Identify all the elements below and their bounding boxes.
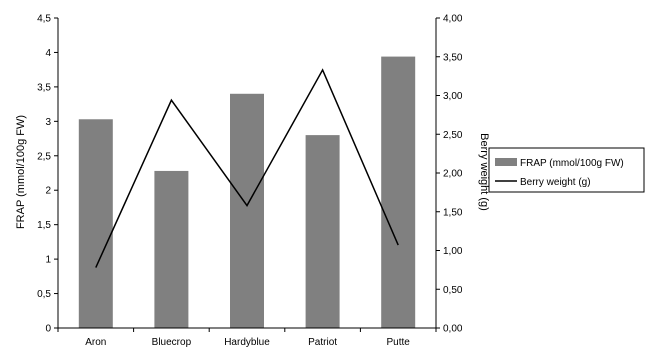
y-right-tick-label: 0,00: [443, 324, 463, 335]
x-tick-label-bluecrop: Bluecrop: [152, 337, 192, 348]
legend: FRAP (mmol/100g FW) Berry weight (g): [489, 148, 644, 192]
y-left-tick-label: 0: [45, 324, 51, 335]
y-right-tick-label: 1,00: [443, 246, 463, 257]
y-left-tick-label: 1: [45, 255, 51, 266]
y-right-tick-label: 1,50: [443, 207, 463, 218]
y-left-tick-label: 2,5: [37, 151, 51, 162]
y-right-tick-label: 4,00: [443, 14, 463, 25]
y-axis-left-title: FRAP (mmol/100g FW): [15, 115, 27, 229]
x-tick-label-hardyblue: Hardyblue: [224, 337, 270, 348]
legend-swatch-frap: [495, 158, 517, 166]
y-right-tick-label: 0,50: [443, 285, 463, 296]
y-left-tick-label: 1,5: [37, 220, 51, 231]
x-tick-label-patriot: Patriot: [308, 337, 337, 348]
y-left-tick-label: 0,5: [37, 289, 51, 300]
y-left-tick-label: 2: [45, 186, 51, 197]
y-right-tick-label: 3,50: [443, 52, 463, 63]
y-right-tick-label: 2,50: [443, 130, 463, 141]
y-left-tick-label: 4,5: [37, 14, 51, 25]
bar-aron: [79, 119, 113, 328]
x-tick-label-putte: Putte: [387, 337, 411, 348]
y-axis-right-title: Berry weight (g): [478, 133, 490, 211]
y-left-tick-label: 3,5: [37, 82, 51, 93]
y-left-tick-label: 4: [45, 48, 51, 59]
bar-putte: [381, 57, 415, 328]
y-right-tick-label: 2,00: [443, 169, 463, 180]
bar-patriot: [306, 135, 340, 328]
bar-hardyblue: [230, 94, 264, 328]
legend-label-frap: FRAP (mmol/100g FW): [520, 158, 624, 169]
y-left-tick-label: 3: [45, 117, 51, 128]
legend-label-berry-weight: Berry weight (g): [520, 177, 591, 188]
y-right-tick-label: 3,00: [443, 91, 463, 102]
x-tick-label-aron: Aron: [85, 337, 106, 348]
bar-bluecrop: [154, 171, 188, 328]
